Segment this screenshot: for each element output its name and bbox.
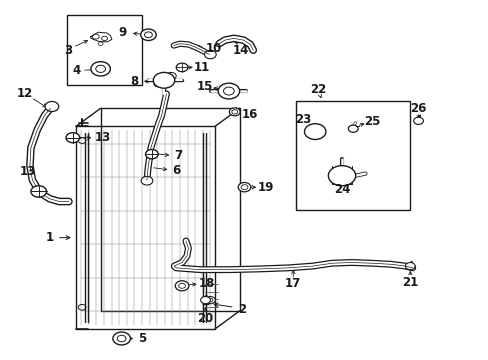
Text: 23: 23 (294, 113, 310, 126)
Circle shape (328, 166, 355, 186)
Circle shape (141, 29, 156, 41)
Text: 4: 4 (72, 64, 80, 77)
Circle shape (413, 117, 423, 125)
Text: 17: 17 (285, 278, 301, 291)
Circle shape (31, 186, 46, 197)
Circle shape (304, 124, 325, 139)
Text: 6: 6 (172, 164, 180, 177)
Circle shape (176, 63, 187, 72)
Text: 10: 10 (205, 41, 222, 54)
Circle shape (141, 176, 153, 185)
Text: 25: 25 (364, 115, 380, 128)
Circle shape (229, 108, 240, 116)
Text: 14: 14 (232, 44, 248, 57)
Circle shape (405, 262, 414, 270)
Text: 8: 8 (130, 75, 139, 88)
Text: 20: 20 (197, 311, 213, 325)
Circle shape (66, 133, 80, 143)
Text: 19: 19 (257, 181, 274, 194)
Text: 26: 26 (409, 102, 426, 115)
Text: 16: 16 (242, 108, 258, 121)
Text: 15: 15 (196, 80, 212, 93)
Circle shape (205, 297, 215, 304)
Circle shape (347, 125, 357, 132)
Circle shape (91, 62, 110, 76)
Text: 3: 3 (64, 44, 72, 57)
Text: 5: 5 (138, 332, 146, 345)
Text: 2: 2 (238, 303, 245, 316)
Circle shape (200, 297, 210, 304)
Bar (295, 101, 409, 211)
Circle shape (45, 102, 59, 112)
Text: 9: 9 (118, 26, 126, 39)
Text: 24: 24 (333, 183, 349, 196)
Text: 22: 22 (309, 83, 325, 96)
Circle shape (166, 72, 176, 80)
Text: 1: 1 (45, 231, 53, 244)
Text: 11: 11 (194, 61, 210, 74)
Circle shape (204, 50, 216, 59)
Text: 18: 18 (198, 278, 214, 291)
Text: 13: 13 (95, 131, 111, 144)
Text: 21: 21 (401, 276, 418, 289)
Text: 13: 13 (20, 165, 36, 177)
Bar (66, 15, 142, 85)
Text: 7: 7 (174, 149, 183, 162)
Circle shape (154, 81, 161, 87)
Circle shape (218, 83, 239, 99)
Circle shape (175, 281, 188, 291)
Circle shape (145, 149, 158, 159)
Circle shape (113, 332, 130, 345)
Text: 12: 12 (17, 87, 33, 100)
Circle shape (238, 183, 250, 192)
Circle shape (153, 72, 174, 88)
